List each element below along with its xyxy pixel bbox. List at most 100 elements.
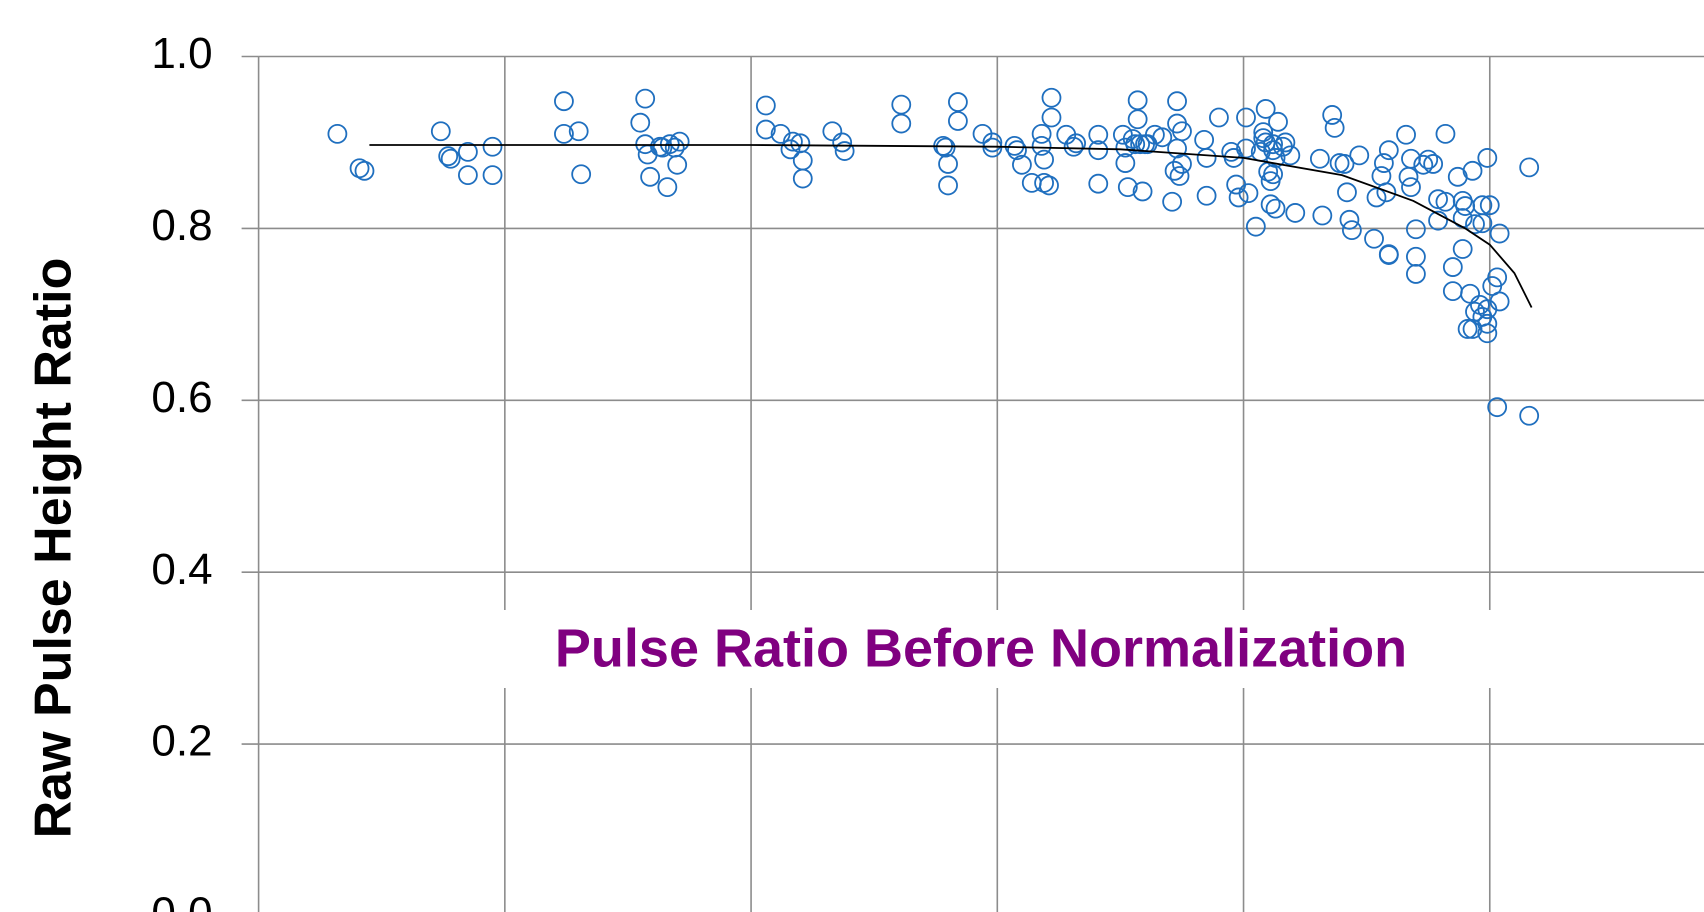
point xyxy=(1489,223,1510,244)
point xyxy=(630,112,651,133)
point xyxy=(482,165,503,186)
point xyxy=(1519,157,1540,178)
point xyxy=(482,136,503,157)
point xyxy=(1324,117,1345,138)
point xyxy=(1309,148,1330,169)
point xyxy=(1088,124,1109,145)
fit-line xyxy=(369,144,1533,308)
point xyxy=(1167,91,1187,112)
point xyxy=(1196,185,1217,206)
point xyxy=(1031,135,1052,156)
point xyxy=(1209,107,1229,128)
point xyxy=(1268,111,1288,132)
point xyxy=(1255,99,1276,119)
point xyxy=(1406,219,1426,240)
point xyxy=(457,142,478,162)
point xyxy=(1349,145,1370,166)
point xyxy=(1341,220,1362,241)
point xyxy=(1280,145,1301,166)
point xyxy=(657,177,678,198)
point xyxy=(1285,203,1306,223)
point xyxy=(1452,239,1473,259)
point xyxy=(457,165,478,186)
point xyxy=(1127,109,1148,130)
point xyxy=(1376,182,1397,203)
y-axis-label: Raw Pulse Height Ratio xyxy=(25,258,83,839)
point xyxy=(1260,194,1281,215)
point xyxy=(635,88,656,109)
point xyxy=(1312,205,1333,226)
point xyxy=(327,123,348,144)
point xyxy=(1465,214,1485,235)
marks xyxy=(327,87,1540,426)
point xyxy=(938,154,958,174)
point xyxy=(1253,128,1274,149)
point xyxy=(1477,148,1498,168)
point xyxy=(822,121,843,142)
point xyxy=(935,137,956,158)
point xyxy=(1238,183,1259,204)
point xyxy=(1012,154,1032,175)
point xyxy=(834,141,855,161)
point xyxy=(1130,134,1151,155)
point xyxy=(349,158,370,179)
point xyxy=(1088,173,1109,194)
point xyxy=(667,154,688,175)
point xyxy=(1031,123,1052,144)
y-tick-label: 0.8 xyxy=(151,201,212,250)
y-tick-label: 0.2 xyxy=(151,717,212,766)
point xyxy=(1477,323,1498,344)
point xyxy=(1236,107,1256,128)
point xyxy=(1265,148,1286,168)
point xyxy=(1088,140,1109,161)
y-tick-label: 0.0 xyxy=(151,889,212,912)
point xyxy=(982,132,1003,153)
point xyxy=(1487,267,1508,288)
grid: 0.0 0.2 0.4 0.6 0.8 1.0 xyxy=(151,29,1704,912)
point xyxy=(1378,245,1399,265)
title-background xyxy=(262,610,1704,688)
point xyxy=(1339,209,1360,230)
point xyxy=(1125,134,1146,155)
point xyxy=(354,160,375,181)
point xyxy=(1260,171,1281,192)
point xyxy=(1462,160,1483,181)
point xyxy=(1127,90,1148,111)
point xyxy=(1004,135,1025,156)
point xyxy=(1519,405,1540,426)
point xyxy=(1041,107,1062,128)
point xyxy=(1418,149,1439,170)
point xyxy=(792,168,813,189)
point xyxy=(1263,134,1283,155)
point xyxy=(1172,154,1192,174)
point xyxy=(1034,149,1054,170)
point xyxy=(1041,87,1062,108)
point xyxy=(891,113,912,134)
point xyxy=(1117,177,1138,198)
point xyxy=(1364,228,1384,249)
point xyxy=(1413,154,1434,175)
point xyxy=(783,131,803,152)
point xyxy=(554,123,574,144)
y-tick-label: 1.0 xyxy=(151,29,212,78)
point xyxy=(438,146,459,167)
point xyxy=(948,111,968,131)
point xyxy=(568,121,589,142)
point xyxy=(1428,210,1448,231)
point xyxy=(1196,148,1217,168)
point xyxy=(1487,397,1508,418)
point xyxy=(1442,257,1463,277)
point xyxy=(1115,153,1136,173)
point xyxy=(1253,122,1274,143)
point xyxy=(832,132,853,153)
point xyxy=(1034,172,1054,193)
point xyxy=(1172,121,1192,142)
point xyxy=(554,91,574,112)
point xyxy=(755,95,776,116)
point xyxy=(1066,133,1087,154)
point xyxy=(1460,283,1480,304)
point xyxy=(1162,191,1183,212)
point xyxy=(430,121,451,142)
point xyxy=(1457,319,1478,339)
